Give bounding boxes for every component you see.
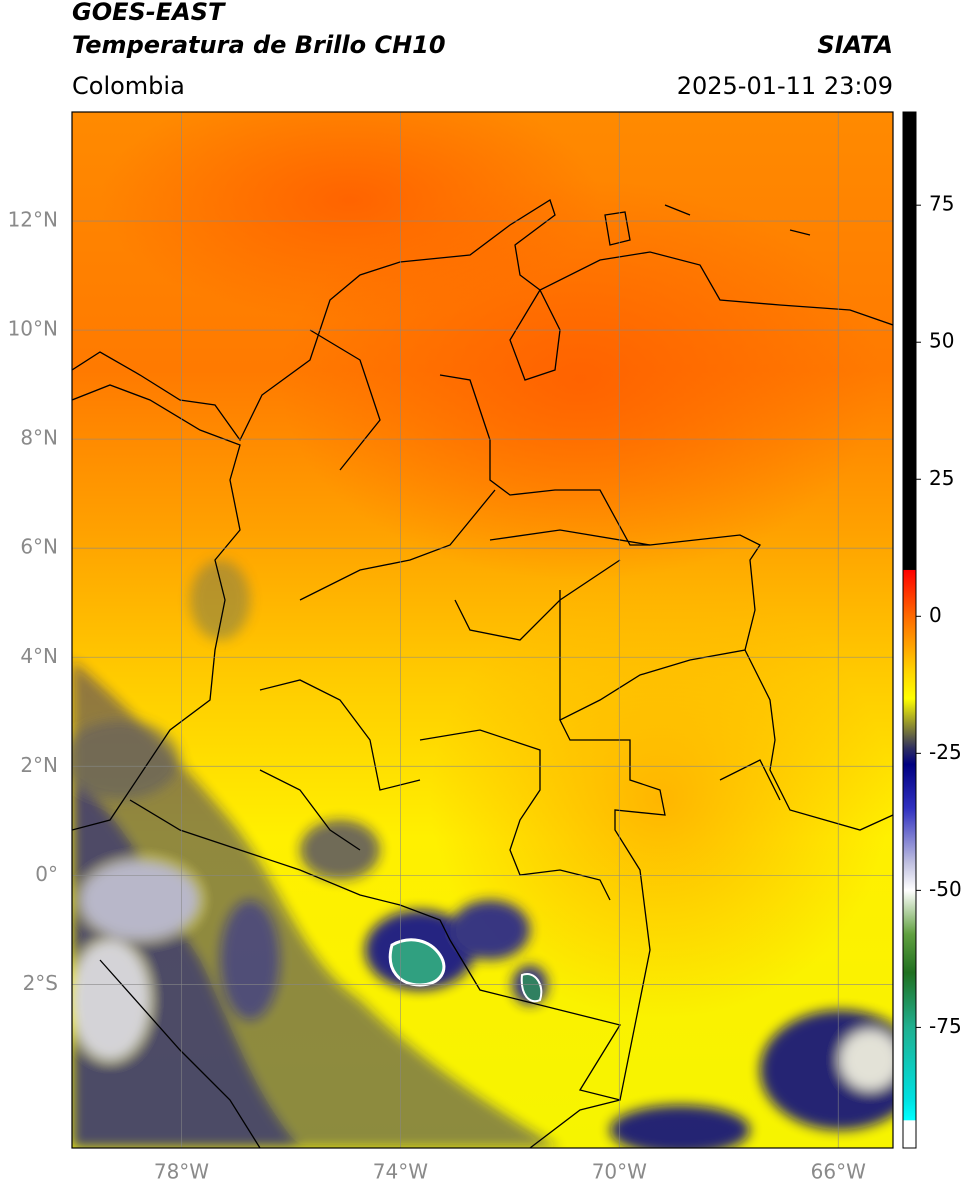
colorbar-tick-label: -75 bbox=[929, 1014, 962, 1038]
colorbar bbox=[902, 111, 917, 1149]
x-tick-label: 70°W bbox=[592, 1160, 647, 1184]
imagery bbox=[72, 112, 893, 1148]
colorbar-tick-label: 75 bbox=[929, 192, 954, 216]
y-tick-label: 8°N bbox=[20, 426, 58, 450]
source: SIATA bbox=[817, 31, 893, 59]
colorbar-tick-label: -50 bbox=[929, 877, 962, 901]
y-tick-label: 2°S bbox=[23, 971, 58, 995]
colorbar-tick-label: 50 bbox=[929, 329, 954, 353]
colorbar-tick-label: 0 bbox=[929, 603, 942, 627]
y-tick-label: 10°N bbox=[8, 317, 58, 341]
x-tick-label: 66°W bbox=[811, 1160, 866, 1184]
datetime: 2025-01-11 23:09 bbox=[677, 72, 893, 100]
map-frame bbox=[71, 111, 894, 1149]
y-tick-label: 0° bbox=[35, 862, 58, 886]
y-tick-label: 12°N bbox=[8, 208, 58, 232]
x-tick-label: 78°W bbox=[154, 1160, 209, 1184]
colorbar-tick-label: 25 bbox=[929, 466, 954, 490]
region: Colombia bbox=[72, 72, 185, 100]
subtitle: Temperatura de Brillo CH10 bbox=[72, 31, 446, 59]
grid bbox=[72, 112, 893, 1148]
y-tick-label: 4°N bbox=[20, 644, 58, 668]
colorbar-tick-label: -25 bbox=[929, 740, 962, 764]
y-tick-label: 6°N bbox=[20, 535, 58, 559]
y-tick-label: 2°N bbox=[20, 753, 58, 777]
x-tick-label: 74°W bbox=[373, 1160, 428, 1184]
title: GOES-EAST bbox=[72, 0, 226, 26]
